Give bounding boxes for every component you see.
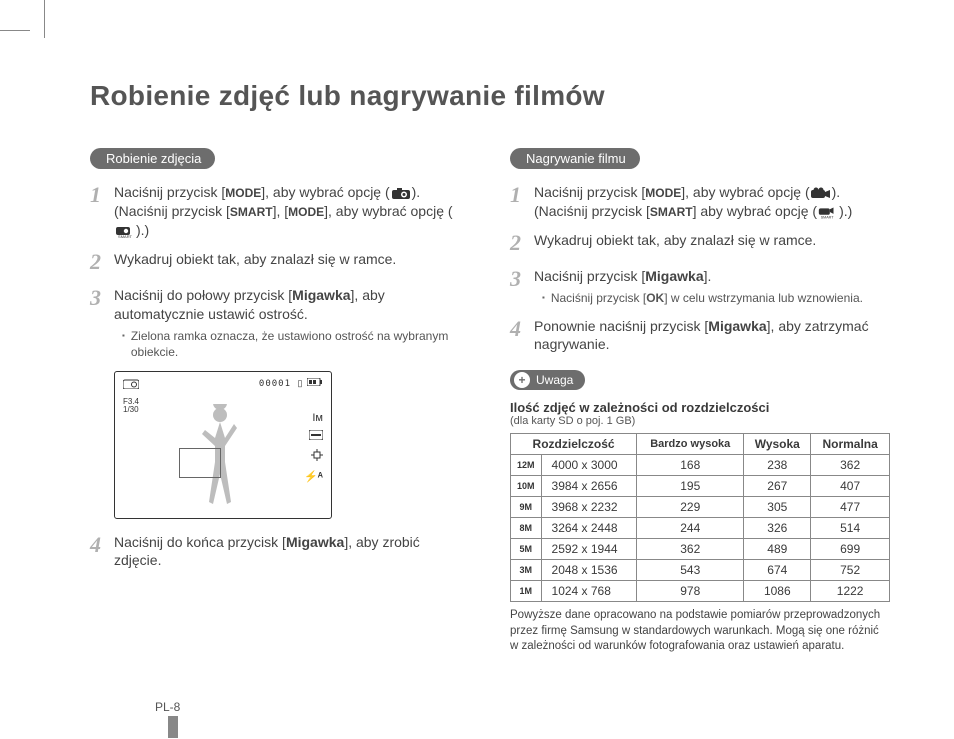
counter: 00001 xyxy=(259,379,291,389)
right-column: Nagrywanie filmu 1 Naciśnij przycisk [MO… xyxy=(510,148,890,655)
cell: 229 xyxy=(637,497,744,518)
note-badge: + Uwaga xyxy=(510,370,585,390)
res-value: 1024 x 768 xyxy=(541,581,637,602)
focus-frame xyxy=(179,448,221,478)
crop-mark-v xyxy=(44,0,45,38)
res-icon: 8M xyxy=(511,518,542,539)
lcd-preview: 00001 ▯ F3.4 1/30 Iм ⚡ᴬ xyxy=(114,371,332,519)
res-value: 2048 x 1536 xyxy=(541,560,637,581)
step-2: 2 Wykadruj obiekt tak, aby znalazł się w… xyxy=(510,231,890,258)
table-row: 10M3984 x 2656195267407 xyxy=(511,476,890,497)
th-high: Wysoka xyxy=(744,434,811,455)
step-2: 2 Wykadruj obiekt tak, aby znalazł się w… xyxy=(90,250,470,277)
step-3: 3 Naciśnij do połowy przycisk [Migawka],… xyxy=(90,286,470,360)
smart-camera-icon: SMART xyxy=(114,224,136,238)
res-icon: 10M xyxy=(511,476,542,497)
step-number: 4 xyxy=(90,530,114,571)
cell: 407 xyxy=(811,476,890,497)
crop-mark-h xyxy=(0,30,30,31)
res-value: 3984 x 2656 xyxy=(541,476,637,497)
table-row: 3M2048 x 1536543674752 xyxy=(511,560,890,581)
left-column: Robienie zdjęcia 1 Naciśnij przycisk [MO… xyxy=(90,148,470,655)
res-icon: 12M xyxy=(511,455,542,476)
cell: 1222 xyxy=(811,581,890,602)
size-icon: Iм xyxy=(312,412,323,424)
cell: 752 xyxy=(811,560,890,581)
camera-icon xyxy=(390,186,412,200)
step-1: 1 Naciśnij przycisk [MODE], aby wybrać o… xyxy=(90,183,470,240)
step-4: 4 Naciśnij do końca przycisk [Migawka], … xyxy=(90,533,470,571)
svg-text:SMART: SMART xyxy=(118,234,132,238)
step-number: 1 xyxy=(90,180,114,240)
table-subtitle: (dla karty SD o poj. 1 GB) xyxy=(510,415,890,427)
svg-text:SMART: SMART xyxy=(821,215,834,219)
cell: 362 xyxy=(811,455,890,476)
battery-icon xyxy=(307,378,323,388)
sd-icon: ▯ xyxy=(298,378,303,388)
table-row: 12M4000 x 3000168238362 xyxy=(511,455,890,476)
page-title: Robienie zdjęć lub nagrywanie filmów xyxy=(90,80,890,112)
step-3-note: Zielona ramka oznacza, że ustawiono ostr… xyxy=(122,328,470,360)
cell: 195 xyxy=(637,476,744,497)
table-row: 5M2592 x 1944362489699 xyxy=(511,539,890,560)
cell: 1086 xyxy=(744,581,811,602)
table-title: Ilość zdjęć w zależności od rozdzielczoś… xyxy=(510,400,890,415)
resolution-table: Rozdzielczość Bardzo wysoka Wysoka Norma… xyxy=(510,433,890,602)
th-res: Rozdzielczość xyxy=(511,434,637,455)
res-icon: 1M xyxy=(511,581,542,602)
step-3-note: Naciśnij przycisk [OK] w celu wstrzymani… xyxy=(542,290,890,306)
step-3: 3 Naciśnij przycisk [Migawka]. Naciśnij … xyxy=(510,267,890,306)
section-heading-photo: Robienie zdjęcia xyxy=(90,148,215,169)
cell: 543 xyxy=(637,560,744,581)
page-marker xyxy=(168,716,178,738)
res-icon: 3M xyxy=(511,560,542,581)
res-icon: 5M xyxy=(511,539,542,560)
video-icon xyxy=(810,186,832,200)
cell: 699 xyxy=(811,539,890,560)
smart-video-icon: SMART xyxy=(817,205,839,219)
page-number: PL-8 xyxy=(155,700,180,714)
cell: 267 xyxy=(744,476,811,497)
res-value: 4000 x 3000 xyxy=(541,455,637,476)
step-number: 3 xyxy=(90,283,114,360)
step-1: 1 Naciśnij przycisk [MODE], aby wybrać o… xyxy=(510,183,890,221)
th-vhigh: Bardzo wysoka xyxy=(637,434,744,455)
cell: 489 xyxy=(744,539,811,560)
table-row: 8M3264 x 2448244326514 xyxy=(511,518,890,539)
th-normal: Normalna xyxy=(811,434,890,455)
plus-icon: + xyxy=(514,372,530,388)
camera-mode-icon xyxy=(123,378,139,391)
section-heading-video: Nagrywanie filmu xyxy=(510,148,640,169)
res-icon: 9M xyxy=(511,497,542,518)
table-footnote: Powyższe dane opracowano na podstawie po… xyxy=(510,608,890,655)
cell: 244 xyxy=(637,518,744,539)
cell: 305 xyxy=(744,497,811,518)
flash-icon: ⚡ᴬ xyxy=(304,470,323,483)
shutter: 1/30 xyxy=(123,406,139,415)
res-value: 3264 x 2448 xyxy=(541,518,637,539)
table-row: 1M1024 x 76897810861222 xyxy=(511,581,890,602)
quality-icon xyxy=(309,430,323,443)
table-row: 9M3968 x 2232229305477 xyxy=(511,497,890,518)
cell: 168 xyxy=(637,455,744,476)
cell: 326 xyxy=(744,518,811,539)
res-value: 2592 x 1944 xyxy=(541,539,637,560)
cell: 477 xyxy=(811,497,890,518)
res-value: 3968 x 2232 xyxy=(541,497,637,518)
step-4: 4 Ponownie naciśnij przycisk [Migawka], … xyxy=(510,317,890,355)
cell: 514 xyxy=(811,518,890,539)
step-number: 2 xyxy=(90,247,114,277)
cell: 978 xyxy=(637,581,744,602)
metering-icon xyxy=(311,449,323,464)
cell: 674 xyxy=(744,560,811,581)
cell: 362 xyxy=(637,539,744,560)
cell: 238 xyxy=(744,455,811,476)
